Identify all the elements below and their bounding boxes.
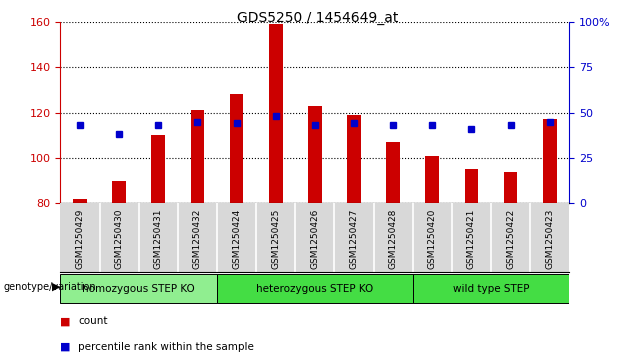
Text: percentile rank within the sample: percentile rank within the sample [78,342,254,352]
Text: GSM1250423: GSM1250423 [545,209,554,269]
Text: genotype/variation: genotype/variation [3,282,96,292]
Bar [113,180,126,203]
Bar [269,24,282,203]
Text: ▶: ▶ [52,282,60,292]
Text: GSM1250422: GSM1250422 [506,209,515,269]
Text: heterozygous STEP KO: heterozygous STEP KO [256,284,373,294]
Bar [230,94,244,203]
Text: GSM1250431: GSM1250431 [154,209,163,269]
Bar [504,171,517,203]
Bar [217,274,413,303]
Text: GDS5250 / 1454649_at: GDS5250 / 1454649_at [237,11,399,25]
Bar [464,169,478,203]
Text: GSM1250421: GSM1250421 [467,209,476,269]
Bar [73,199,87,203]
Text: ■: ■ [60,342,71,352]
Text: GSM1250420: GSM1250420 [428,209,437,269]
Bar [308,106,322,203]
Bar [425,156,439,203]
Text: GSM1250429: GSM1250429 [76,209,85,269]
Bar [543,119,556,203]
Text: count: count [78,316,107,326]
Bar [191,110,204,203]
Text: ■: ■ [60,316,71,326]
Text: GSM1250432: GSM1250432 [193,209,202,269]
Bar [151,135,165,203]
Text: GSM1250425: GSM1250425 [271,209,280,269]
Text: GSM1250424: GSM1250424 [232,209,241,269]
Bar [347,115,361,203]
Text: GSM1250427: GSM1250427 [349,209,359,269]
Bar [60,274,217,303]
Text: GSM1250426: GSM1250426 [310,209,319,269]
Bar [413,274,569,303]
Text: GSM1250430: GSM1250430 [114,209,123,269]
Bar [386,142,400,203]
Text: wild type STEP: wild type STEP [453,284,529,294]
Text: GSM1250428: GSM1250428 [389,209,398,269]
Text: homozygous STEP KO: homozygous STEP KO [82,284,195,294]
